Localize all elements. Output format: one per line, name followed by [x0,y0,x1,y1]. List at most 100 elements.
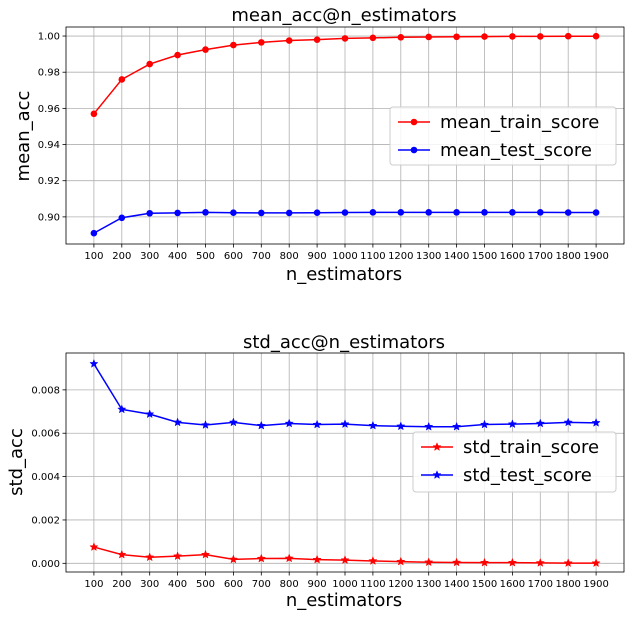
data-point [479,557,490,567]
legend-label: mean_train_score [440,112,599,133]
data-point [89,358,99,368]
x-tick-label: 800 [280,251,299,262]
std-acc-chart: std_acc@n_estimators 100 200 300 400 500 600 7… [6,332,625,611]
data-point [285,37,293,44]
x-axis-label: n_estimators [286,590,402,611]
tick-labels: 100 200 300 400 500 600 700 800 900 1000 1100 1200 1… [31,385,608,590]
legend: std_train_score std_test_score [412,431,617,493]
x-tick-label: 400 [168,251,187,262]
y-tick-label: 0.006 [31,429,60,440]
x-tick-label: 1800 [555,251,580,262]
data-point [481,209,488,216]
data-point [202,209,209,216]
data-point [507,419,518,429]
legend-entry: mean_test_score [398,140,592,161]
data-point [397,209,405,216]
x-tick-label: 300 [140,579,159,590]
x-tick-label: 600 [224,579,243,590]
data-point [481,33,488,40]
legend-box [412,431,617,493]
data-point [146,209,153,217]
x-tick-label: 100 [84,579,103,590]
data-point [258,39,265,46]
legend-marker [432,442,442,451]
y-tick-label: 0.96 [38,104,60,115]
legend-marker [432,470,442,479]
data-point [340,419,350,429]
data-point [200,420,211,429]
x-axis-label: n_estimators [286,264,402,285]
data-point [258,209,265,217]
data-point [535,418,545,428]
data-point [564,32,572,40]
x-tick-label: 1200 [388,579,413,590]
x-tick-label: 900 [308,579,327,590]
data-point [172,417,183,427]
data-point [424,421,434,431]
chart-title: mean_acc@n_estimators [231,5,456,26]
data-point [312,419,322,429]
legend-label: std_test_score [463,465,592,486]
data-point [396,556,406,566]
data-point [146,60,153,68]
data-point [117,549,127,559]
x-tick-label: 1300 [416,579,441,590]
data-point [312,554,322,564]
data-point [451,421,462,431]
data-point [145,552,155,562]
data-point [509,33,516,40]
data-point [230,209,237,217]
y-tick-label: 0.90 [38,212,60,223]
data-point [341,209,349,216]
legend: mean_train_score mean_test_score [389,106,617,166]
x-tick-label: 1500 [472,251,497,262]
data-point [228,554,239,564]
x-tick-label: 200 [112,579,131,590]
data-point [89,542,99,552]
x-tick-label: 200 [112,251,131,262]
data-point [369,34,377,42]
series-std_train_score [89,542,601,568]
data-point [174,209,181,217]
data-point [453,33,460,41]
data-point [397,34,405,41]
x-tick-label: 1700 [528,251,553,262]
x-tick-label: 400 [168,579,187,590]
legend-label: std_train_score [463,437,599,458]
series-mean_test_score [90,209,600,237]
legend-entry: mean_train_score [398,112,599,133]
data-point [118,214,126,222]
data-point [284,553,294,563]
tick-labels: 100 200 300 400 500 600 700 800 900 1000 1100 1200 1… [38,32,609,262]
data-point [284,418,294,428]
data-point [369,209,377,216]
data-point [451,557,462,567]
series-mean_train_score [90,32,600,118]
data-point [117,404,127,414]
data-point [563,417,573,427]
data-point [425,33,433,41]
data-point [368,420,378,430]
x-tick-label: 800 [280,579,299,590]
data-point [230,41,237,49]
y-axis-label: mean_acc [13,91,34,182]
chart-title: std_acc@n_estimators [243,332,445,353]
x-tick-label: 500 [196,251,215,262]
data-point [453,209,460,216]
data-point [537,209,544,216]
data-point [535,557,545,567]
data-point [563,558,573,568]
x-tick-label: 1400 [444,579,469,590]
data-point [509,209,516,216]
y-tick-label: 0.000 [31,559,60,570]
y-tick-label: 1.00 [38,32,60,43]
legend-entry: std_test_score [421,465,592,486]
x-tick-label: 1900 [583,579,608,590]
data-point [592,209,600,216]
y-tick-label: 0.008 [31,385,60,396]
y-tick-label: 0.92 [38,176,60,187]
x-tick-label: 1400 [444,251,469,262]
data-point [425,209,433,216]
data-point [118,76,126,83]
